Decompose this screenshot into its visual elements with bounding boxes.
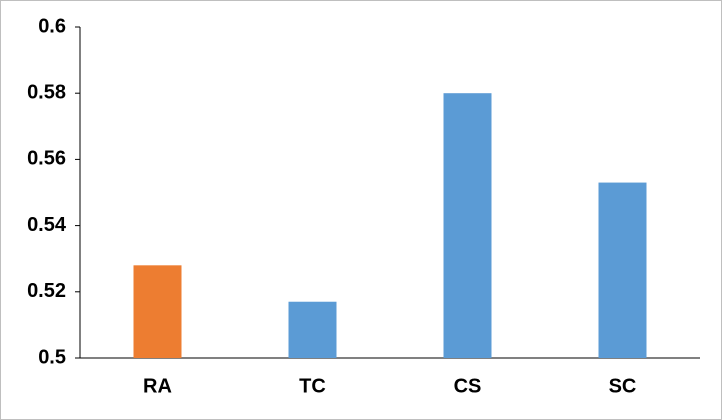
bar bbox=[443, 93, 492, 358]
x-tick-label: TC bbox=[299, 375, 326, 397]
bar bbox=[288, 301, 337, 358]
x-tick-label: RA bbox=[143, 375, 172, 397]
y-tick-label: 0.54 bbox=[27, 214, 67, 236]
y-tick-label: 0.58 bbox=[27, 81, 66, 103]
y-tick-label: 0.6 bbox=[38, 15, 66, 37]
bar bbox=[598, 182, 647, 358]
bar bbox=[133, 265, 182, 358]
y-tick-label: 0.52 bbox=[27, 280, 66, 302]
x-tick-label: CS bbox=[454, 375, 482, 397]
x-tick-label: SC bbox=[609, 375, 637, 397]
y-tick-label: 0.5 bbox=[38, 346, 66, 368]
y-tick-label: 0.56 bbox=[27, 148, 66, 170]
